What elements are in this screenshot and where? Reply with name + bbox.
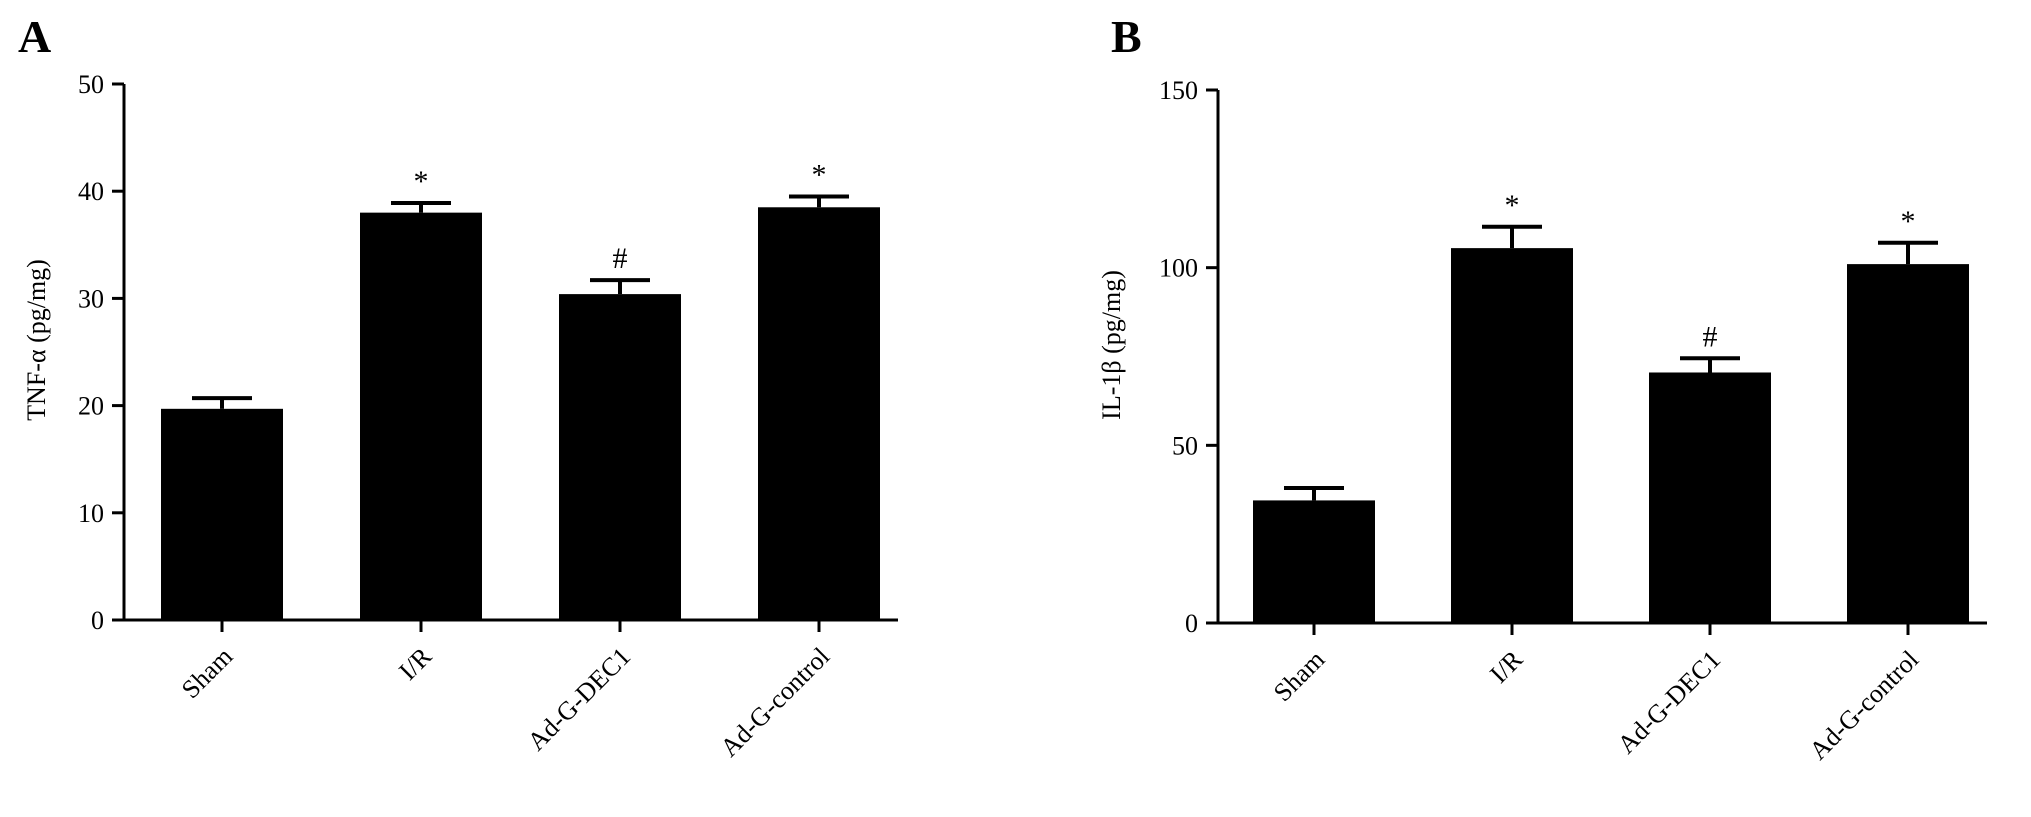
- bar: [758, 207, 880, 620]
- category-label: Sham: [1268, 645, 1330, 707]
- y-tick-label: 150: [1159, 76, 1198, 105]
- category-label: I/R: [1484, 644, 1528, 688]
- significance-marker: #: [1703, 320, 1718, 353]
- category-label: Ad-G-control: [1804, 645, 1925, 766]
- category-label: Ad-G-DEC1: [1612, 645, 1726, 759]
- y-tick-label: 30: [78, 284, 104, 313]
- significance-marker: *: [812, 159, 827, 192]
- bar: [161, 408, 283, 620]
- panel-label-b: B: [1111, 11, 1142, 62]
- y-tick-label: 50: [78, 70, 104, 99]
- y-tick-label: 20: [78, 392, 104, 421]
- category-label: Sham: [176, 642, 238, 704]
- category-label: Ad-G-control: [715, 642, 836, 763]
- y-tick-label: 100: [1159, 254, 1198, 283]
- bar: [1451, 248, 1573, 623]
- significance-marker: *: [1505, 189, 1520, 222]
- significance-marker: *: [1901, 205, 1916, 238]
- bar: [360, 212, 482, 620]
- panel-a: A TNF-α (pg/mg) 0 10 20 30 40 50 Sham * I/R # Ad-G…: [18, 11, 898, 762]
- bar: [559, 294, 681, 620]
- y-tick-label: 50: [1172, 431, 1198, 460]
- y-axis-label-a: TNF-α (pg/mg): [22, 259, 51, 421]
- bar: [1847, 264, 1969, 623]
- significance-marker: *: [414, 165, 429, 198]
- bar: [1649, 372, 1771, 623]
- category-label: Ad-G-DEC1: [522, 642, 636, 756]
- significance-marker: #: [613, 242, 628, 275]
- panel-b: B IL-1β (pg/mg) 0 50 100 150 Sham * I/R # Ad-G-D…: [1097, 11, 1987, 765]
- y-tick-label: 10: [78, 499, 104, 528]
- bar: [1253, 500, 1375, 623]
- panel-label-a: A: [18, 11, 51, 62]
- y-tick-label: 40: [78, 177, 104, 206]
- category-label: I/R: [393, 641, 437, 685]
- y-tick-label: 0: [91, 606, 104, 635]
- y-axis-label-b: IL-1β (pg/mg): [1097, 270, 1126, 420]
- y-tick-label: 0: [1185, 609, 1198, 638]
